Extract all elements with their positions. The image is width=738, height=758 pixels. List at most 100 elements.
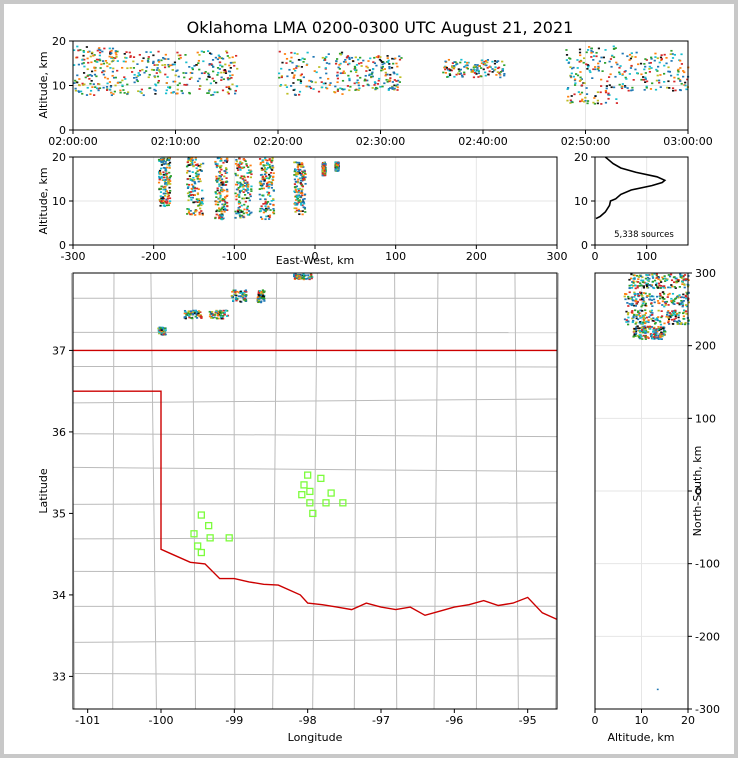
source-point <box>270 167 273 170</box>
source-point <box>235 299 238 302</box>
source-point <box>263 177 266 180</box>
source-point <box>258 301 261 303</box>
source-point <box>219 172 222 174</box>
source-point <box>176 88 179 91</box>
source-point <box>218 216 221 219</box>
source-point <box>684 323 687 326</box>
source-point <box>218 197 221 200</box>
source-point <box>374 86 378 89</box>
source-point <box>582 82 585 84</box>
source-point <box>308 85 311 88</box>
source-point <box>580 60 583 63</box>
state-border-south <box>73 390 558 621</box>
source-point <box>262 203 265 205</box>
x-tick-label: 02:30:00 <box>356 135 405 148</box>
source-point <box>588 69 591 72</box>
source-point <box>198 310 201 313</box>
source-point <box>654 328 658 331</box>
source-point <box>359 56 362 59</box>
source-point <box>272 189 275 192</box>
source-point <box>648 62 651 64</box>
source-point <box>342 70 345 73</box>
source-point <box>159 327 162 330</box>
source-point <box>591 77 594 79</box>
source-point <box>83 83 86 86</box>
source-point <box>301 274 304 277</box>
source-point <box>297 277 301 280</box>
source-point <box>661 304 664 306</box>
source-point <box>225 309 228 312</box>
source-point <box>187 210 191 212</box>
source-point <box>644 72 647 74</box>
source-point <box>643 88 646 91</box>
source-point <box>208 88 211 91</box>
source-point <box>195 200 198 203</box>
source-point <box>647 331 650 333</box>
source-point <box>660 316 663 319</box>
source-point <box>239 189 242 192</box>
source-point <box>88 50 91 53</box>
source-point <box>633 277 636 279</box>
source-point <box>112 76 116 79</box>
source-point <box>259 161 263 164</box>
source-point <box>576 74 580 77</box>
source-point <box>165 176 168 179</box>
source-point <box>667 323 671 325</box>
source-point <box>224 172 227 174</box>
source-point <box>259 216 263 219</box>
source-point <box>293 275 296 278</box>
source-point <box>265 164 268 167</box>
map-xlabel: Longitude <box>288 731 343 744</box>
source-point <box>687 319 690 322</box>
source-point <box>626 302 629 304</box>
source-point <box>257 299 260 302</box>
source-point <box>651 305 654 307</box>
source-point <box>680 303 683 306</box>
source-point <box>464 61 467 63</box>
source-point <box>212 80 216 82</box>
source-point <box>300 190 303 192</box>
source-point <box>158 160 161 162</box>
source-point <box>579 100 582 103</box>
source-point <box>160 158 163 161</box>
source-point <box>262 168 265 171</box>
source-point <box>621 52 624 55</box>
source-point <box>652 331 655 333</box>
source-point <box>642 316 645 318</box>
source-point <box>256 300 259 302</box>
source-point <box>238 157 241 160</box>
source-point <box>597 68 600 70</box>
source-point <box>503 64 506 67</box>
source-point <box>665 56 668 59</box>
source-point <box>641 304 644 307</box>
source-point <box>633 291 636 294</box>
source-point <box>265 215 268 218</box>
source-point <box>385 73 388 76</box>
source-point <box>219 64 222 67</box>
source-point <box>684 294 687 297</box>
source-point <box>628 287 631 290</box>
source-point <box>665 62 668 65</box>
source-point <box>628 291 631 294</box>
y-tick-label: 100 <box>695 412 716 425</box>
source-point <box>302 277 306 280</box>
source-point <box>637 313 640 316</box>
source-point <box>139 69 142 72</box>
source-point <box>137 90 140 93</box>
source-point <box>163 64 167 66</box>
source-point <box>250 170 253 173</box>
y-tick-label: 10 <box>52 195 66 208</box>
source-point <box>265 208 268 211</box>
source-point <box>299 210 302 213</box>
source-point <box>655 79 659 82</box>
source-point <box>301 277 304 280</box>
source-point <box>646 80 649 83</box>
source-point <box>203 72 206 75</box>
source-point <box>297 58 301 61</box>
source-point <box>258 193 261 196</box>
source-point <box>190 183 194 186</box>
source-point <box>298 161 301 164</box>
source-point <box>603 62 607 64</box>
source-point <box>294 188 297 191</box>
source-point <box>169 200 172 203</box>
